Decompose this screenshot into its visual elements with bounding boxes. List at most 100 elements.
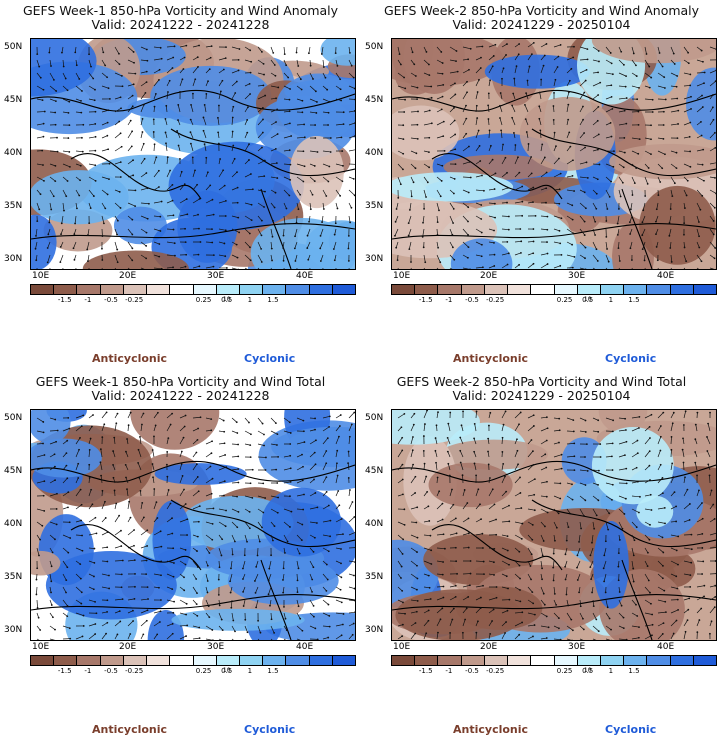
wind-arrow [577, 547, 581, 556]
wind-arrow-head [65, 452, 68, 455]
wind-arrow [257, 175, 265, 178]
wind-arrow-head [441, 62, 444, 64]
wind-arrow-head [55, 523, 58, 526]
wind-arrow-head [677, 123, 679, 125]
wind-arrow-head [649, 523, 651, 526]
wind-arrow-head [596, 260, 599, 262]
wind-arrow-head [184, 227, 186, 230]
wind-arrow-head [473, 462, 476, 465]
wind-arrow [35, 241, 38, 249]
wind-arrow-head [238, 231, 241, 234]
wind-arrow-head [454, 93, 457, 96]
wind-arrow-head [217, 131, 220, 134]
wind-arrow-head [63, 209, 65, 212]
wind-arrow-head [571, 629, 574, 632]
wind-arrow-head [545, 171, 548, 174]
wind-arrow [320, 254, 324, 262]
wind-arrow [49, 586, 52, 593]
wind-arrow [449, 46, 457, 52]
wind-arrow-head [617, 247, 620, 250]
wind-arrow [436, 632, 439, 640]
wind-arrow [257, 228, 262, 236]
wind-arrow [218, 91, 222, 100]
wind-arrow [166, 503, 171, 510]
wind-arrow-head [589, 566, 592, 569]
wind-arrow [527, 560, 531, 567]
wind-arrow-head [465, 132, 468, 135]
colorbar-swatch [263, 656, 287, 665]
wind-arrow-head [225, 466, 228, 469]
wind-arrow [709, 241, 716, 249]
wind-arrow [75, 85, 83, 92]
wind-arrow [410, 150, 417, 154]
wind-arrow [348, 634, 353, 640]
wind-arrow-head [572, 430, 575, 433]
wind-arrow [127, 228, 133, 235]
wind-arrow-head [401, 635, 404, 638]
wind-arrow [579, 267, 586, 269]
wind-arrow-head [650, 124, 652, 127]
wind-arrow-head [454, 163, 457, 166]
wind-arrow-head [319, 260, 322, 262]
wind-arrow [618, 267, 620, 269]
wind-arrow-head [416, 86, 419, 89]
wind-arrow [166, 67, 173, 74]
coastline [31, 593, 355, 611]
wind-arrow [501, 187, 509, 191]
wind-arrow [166, 586, 173, 590]
wind-arrow-head [80, 519, 83, 522]
wind-arrow [488, 489, 494, 497]
wind-arrow-head [121, 75, 123, 77]
wind-arrow [423, 267, 425, 269]
wind-arrow [592, 267, 596, 269]
wind-arrow-head [259, 631, 262, 634]
wind-arrow-head [545, 439, 548, 442]
wind-arrow-head [81, 549, 84, 552]
wind-arrow [296, 521, 303, 525]
wind-arrow [540, 599, 546, 605]
wind-arrow [487, 438, 490, 445]
wind-arrow-head [94, 600, 96, 603]
wind-arrow-head [540, 78, 543, 81]
wind-arrow-head [222, 68, 225, 71]
wind-arrow-head [295, 221, 298, 224]
wind-arrow [670, 534, 679, 537]
wind-arrow-head [526, 79, 529, 82]
wind-arrow [348, 516, 355, 523]
wind-arrow-head [662, 622, 665, 625]
wind-arrow [153, 621, 161, 627]
wind-arrow-head [207, 80, 209, 83]
wind-arrow [152, 463, 155, 471]
wind-arrow [553, 468, 562, 471]
wind-arrow-head [42, 421, 45, 423]
wind-arrow-head [544, 453, 547, 456]
wind-arrow [127, 610, 134, 614]
wind-arrow-head [223, 242, 226, 245]
wind-arrow-head [519, 589, 521, 591]
wind-arrow [657, 599, 666, 603]
wind-arrow-head [475, 410, 478, 413]
colorbar-swatch [647, 285, 671, 294]
wind-arrow [397, 137, 404, 140]
vorticity-shading [150, 65, 272, 126]
wind-arrow [670, 163, 677, 169]
wind-arrow [409, 202, 412, 210]
wind-arrow [270, 121, 277, 126]
wind-arrow-head [603, 580, 606, 583]
wind-arrow [62, 573, 67, 581]
wind-arrow-head [255, 606, 258, 609]
wind-arrow-head [553, 592, 556, 595]
wind-arrow-head [133, 559, 136, 562]
panel-week2-total: GEFS Week-2 850-hPa Vorticity and Wind T… [361, 371, 722, 742]
lon-label: 20E [119, 271, 137, 281]
wind-arrow [605, 495, 613, 501]
wind-arrow-head [412, 423, 415, 426]
wind-arrow-head [277, 455, 279, 458]
wind-arrow-head [636, 98, 639, 101]
wind-arrow [153, 170, 160, 178]
wind-arrow [114, 530, 122, 536]
wind-arrow-head [50, 565, 53, 568]
wind-arrow [257, 625, 261, 633]
wind-arrow-head [319, 235, 322, 237]
wind-arrow [656, 202, 659, 210]
